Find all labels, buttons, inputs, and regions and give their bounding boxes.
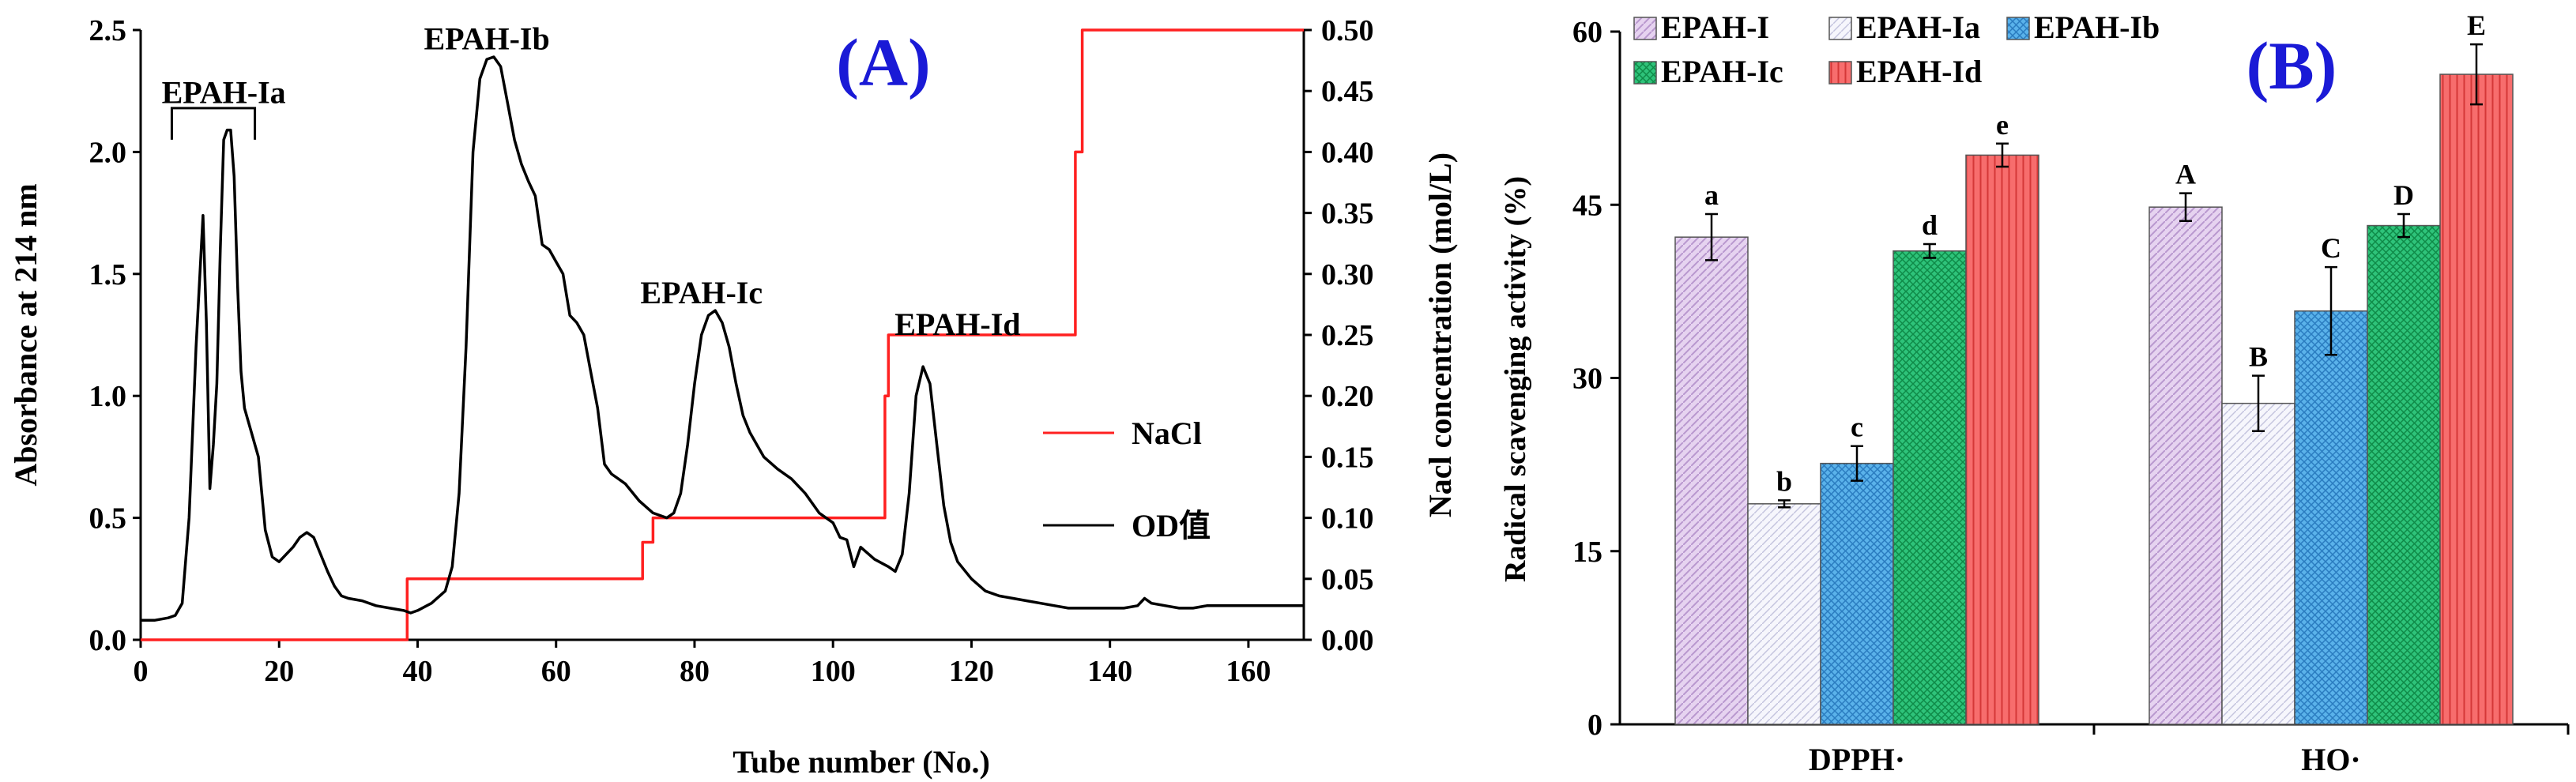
b-y-tick-label: 30 [1572,363,1602,396]
a-y-right-tick-label: 0.20 [1321,380,1374,413]
legend-swatch-epah-ib [2006,17,2030,40]
a-legend: NaCl OD值 [1043,415,1211,543]
legend-label-epah-ib: EPAH-Ib [2034,9,2160,45]
bar-epah-id-dpph [1965,154,2039,725]
error-bar [2470,43,2483,106]
b-y-tick-label: 60 [1572,16,1602,49]
a-y-left-tick-label: 0.5 [89,502,127,536]
series-line-nacl [141,28,1304,641]
a-x-tick-label: 0 [134,655,149,688]
legend-swatch-epah-ic [1633,61,1657,85]
a-x-label: Tube number (No.) [733,744,990,780]
significance-letter: a [1704,179,1719,211]
legend-label-epah-i: EPAH-I [1661,9,1769,45]
legend-label-epah-id: EPAH-Id [1856,54,1982,89]
significance-letter: e [1996,109,2009,141]
legend-label-od: OD值 [1132,508,1211,543]
significance-letter: C [2321,232,2341,264]
error-bar [2397,212,2410,239]
a-x-tick-label: 40 [402,655,432,688]
a-y-left-tick-label: 0.0 [89,624,127,657]
a-y-right-tick-label: 0.40 [1321,136,1374,169]
peak-label-ic: EPAH-Ic [640,275,763,310]
b-y-tick-label: 15 [1572,536,1602,569]
bar-epah-ic-dpph [1892,250,1967,725]
bar-epah-ib-dpph [1820,462,1894,725]
a-y-right-tick-label: 0.30 [1321,258,1374,291]
bar-epah-ia-ho [2221,402,2295,725]
chart-b: 0 15 30 45 60 a b c d e A B C D E DPPH· HO· Radical s… [1499,9,2570,777]
a-y-right-tick-label: 0.00 [1321,624,1374,657]
bar-epah-i-ho [2149,206,2223,725]
b-legend: EPAH-I EPAH-Ia EPAH-Ib EPAH-Ic EPAH-Id [1633,9,2160,89]
bar-epah-ia-dpph [1747,503,1821,725]
a-y-left-label: Absorbance at 214 nm [8,183,43,486]
peak-label-ib: EPAH-Ib [424,21,549,57]
legend-label-epah-ia: EPAH-Ia [1856,9,1980,45]
peak-ia-bracket [170,107,257,140]
significance-letter: D [2393,179,2414,211]
peak-label-ia: EPAH-Ia [162,75,286,111]
bar-epah-i-dpph [1674,236,1749,725]
a-y-left-tick-label: 1.0 [89,380,127,413]
a-x-tick-label: 160 [1226,655,1271,688]
a-y-left-ticks: 0.0 0.5 1.0 1.5 2.0 2.5 [89,14,141,657]
a-y-right-tick-label: 0.50 [1321,14,1374,47]
a-series [141,28,1304,641]
a-y-left-tick-label: 2.0 [89,136,127,169]
panel-label-a: (A) [836,24,930,100]
b-y-tick-label: 45 [1572,189,1602,222]
a-x-ticks: 0 20 40 60 80 100 120 140 160 [134,640,1271,688]
legend-label-nacl: NaCl [1132,415,1202,451]
a-y-right-ticks: 0.00 0.05 0.10 0.15 0.20 0.25 0.30 0.35 0.40 0.45… [1304,14,1374,657]
error-bar [1851,445,1863,482]
error-bar [1778,499,1791,509]
a-y-right-label: Nacl concentration (mol/L) [1422,152,1458,517]
legend-swatch-epah-ia [1828,17,1852,40]
bar-epah-ic-ho [2367,224,2441,725]
significance-letter: d [1922,209,1938,241]
a-y-right-tick-label: 0.35 [1321,197,1374,231]
a-y-left-tick-label: 1.5 [89,258,127,291]
significance-letter: c [1851,412,1863,443]
error-bar [2252,374,2265,432]
b-bars: a b c d e A B C D E [1674,9,2514,725]
a-x-tick-label: 60 [541,655,571,688]
a-y-left-tick-label: 2.5 [89,14,127,47]
series-line-od [141,55,1304,622]
significance-letter: B [2249,341,2268,373]
b-category-ho: HO· [2301,742,2361,777]
a-x-tick-label: 120 [949,655,994,688]
a-x-tick-label: 20 [264,655,294,688]
legend-label-epah-ic: EPAH-Ic [1661,54,1783,89]
a-x-tick-label: 100 [811,655,856,688]
a-y-right-tick-label: 0.25 [1321,319,1374,352]
a-y-right-tick-label: 0.05 [1321,563,1374,596]
bar-epah-ib-ho [2294,310,2368,725]
a-y-right-tick-label: 0.15 [1321,441,1374,474]
significance-letter: A [2175,159,2196,190]
significance-letter: E [2467,9,2486,41]
b-y-label: Radical scavenging activity (%) [1499,176,1532,582]
error-bar [2325,265,2337,356]
peak-label-id: EPAH-Id [894,306,1020,342]
significance-letter: b [1776,465,1792,497]
panel-label-b: (B) [2246,28,2337,103]
a-y-right-tick-label: 0.10 [1321,502,1374,536]
error-bar [2179,192,2192,222]
error-bar [1923,242,1936,259]
a-x-tick-label: 80 [680,655,710,688]
bar-epah-id-ho [2439,73,2514,725]
b-y-ticks: 0 15 30 45 60 [1572,16,1620,742]
error-bar [1996,142,2009,168]
legend-swatch-epah-i [1633,17,1657,40]
b-category-dpph: DPPH· [1809,742,1905,777]
chart-a: 0 20 40 60 80 100 120 140 160 0.0 0.5 1.0 1.5 2.0 2.5… [8,14,1458,780]
a-y-right-tick-label: 0.45 [1321,75,1374,108]
legend-swatch-epah-id [1828,61,1852,85]
a-x-tick-label: 140 [1087,655,1132,688]
b-y-tick-label: 0 [1587,709,1602,742]
error-bar [1705,212,1718,261]
